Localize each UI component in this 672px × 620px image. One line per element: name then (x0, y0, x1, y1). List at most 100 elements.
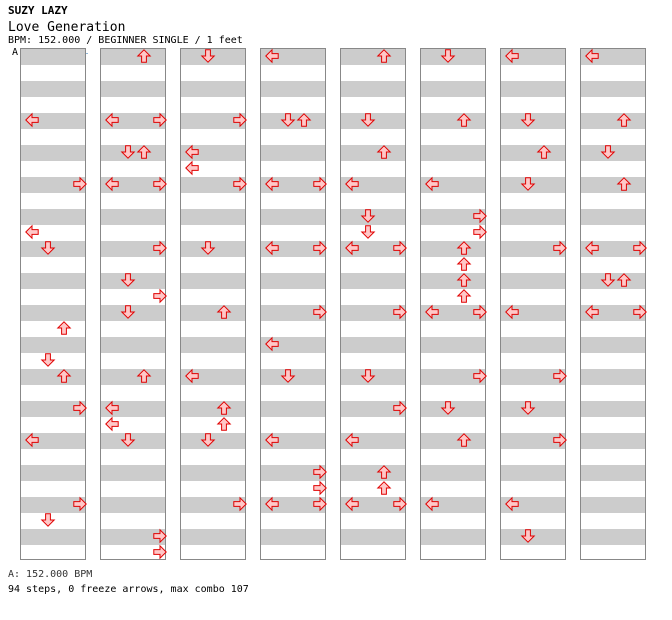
beat-band (21, 209, 85, 225)
measure-column (340, 48, 406, 560)
down-arrow-icon (600, 273, 616, 287)
right-arrow-icon (153, 288, 167, 304)
beat-band (101, 369, 165, 385)
left-arrow-icon (265, 496, 279, 512)
beat-band (581, 113, 645, 129)
beat-band (421, 273, 485, 289)
measure-column (420, 48, 486, 560)
beat-band (261, 465, 325, 481)
down-arrow-icon (40, 353, 56, 367)
left-arrow-icon (505, 496, 519, 512)
beat-band (181, 305, 245, 321)
left-arrow-icon (265, 336, 279, 352)
beat-band (341, 273, 405, 289)
beat-band (261, 209, 325, 225)
beat-band (21, 337, 85, 353)
beat-band (261, 241, 325, 257)
right-arrow-icon (233, 112, 247, 128)
down-arrow-icon (360, 225, 376, 239)
bpm-marker: A (12, 47, 19, 58)
beat-band (181, 81, 245, 97)
down-arrow-icon (120, 145, 136, 159)
beat-band (581, 465, 645, 481)
right-arrow-icon (633, 304, 647, 320)
beat-band (181, 209, 245, 225)
beat-band (21, 177, 85, 193)
up-arrow-icon (456, 433, 472, 447)
beat-band (21, 369, 85, 385)
right-arrow-icon (153, 240, 167, 256)
up-arrow-icon (616, 273, 632, 287)
left-arrow-icon (105, 416, 119, 432)
beat-band (101, 241, 165, 257)
right-arrow-icon (473, 208, 487, 224)
beat-band (341, 81, 405, 97)
beat-band (181, 337, 245, 353)
beat-band (21, 497, 85, 513)
beat-band (181, 401, 245, 417)
beat-band (181, 529, 245, 545)
right-arrow-icon (73, 496, 87, 512)
left-arrow-icon (185, 368, 199, 384)
beat-band (101, 49, 165, 65)
beat-band (341, 145, 405, 161)
up-arrow-icon (216, 401, 232, 415)
up-arrow-icon (216, 305, 232, 319)
right-arrow-icon (393, 400, 407, 416)
down-arrow-icon (120, 305, 136, 319)
left-arrow-icon (585, 48, 599, 64)
beat-band (341, 401, 405, 417)
up-arrow-icon (376, 465, 392, 479)
right-arrow-icon (233, 496, 247, 512)
beat-band (421, 177, 485, 193)
beat-band (421, 81, 485, 97)
beat-band (341, 497, 405, 513)
up-arrow-icon (616, 177, 632, 191)
left-arrow-icon (25, 224, 39, 240)
right-arrow-icon (313, 304, 327, 320)
left-arrow-icon (25, 432, 39, 448)
beat-band (501, 49, 565, 65)
down-arrow-icon (40, 241, 56, 255)
beat-band (421, 145, 485, 161)
left-arrow-icon (585, 304, 599, 320)
beat-band (421, 369, 485, 385)
beat-band (421, 465, 485, 481)
beat-band (581, 497, 645, 513)
down-arrow-icon (280, 113, 296, 127)
beat-band (101, 497, 165, 513)
beat-band (341, 49, 405, 65)
down-arrow-icon (200, 241, 216, 255)
right-arrow-icon (553, 240, 567, 256)
up-arrow-icon (136, 49, 152, 63)
beat-band (261, 337, 325, 353)
left-arrow-icon (265, 432, 279, 448)
beat-band (21, 113, 85, 129)
right-arrow-icon (313, 496, 327, 512)
beat-band (181, 273, 245, 289)
left-arrow-icon (425, 496, 439, 512)
right-arrow-icon (473, 304, 487, 320)
down-arrow-icon (360, 209, 376, 223)
down-arrow-icon (280, 369, 296, 383)
beat-band (341, 433, 405, 449)
beat-band (181, 465, 245, 481)
right-arrow-icon (473, 224, 487, 240)
beat-band (341, 465, 405, 481)
beat-band (21, 81, 85, 97)
beat-band (581, 401, 645, 417)
down-arrow-icon (600, 145, 616, 159)
beat-band (101, 529, 165, 545)
beat-band (421, 337, 485, 353)
down-arrow-icon (40, 513, 56, 527)
right-arrow-icon (233, 176, 247, 192)
right-arrow-icon (553, 368, 567, 384)
left-arrow-icon (345, 176, 359, 192)
step-summary: 94 steps, 0 freeze arrows, max combo 107 (8, 584, 249, 595)
beat-band (421, 241, 485, 257)
beat-band (101, 177, 165, 193)
beat-band (581, 177, 645, 193)
beat-band (101, 401, 165, 417)
song-title: Love Generation (8, 20, 126, 35)
right-arrow-icon (393, 304, 407, 320)
